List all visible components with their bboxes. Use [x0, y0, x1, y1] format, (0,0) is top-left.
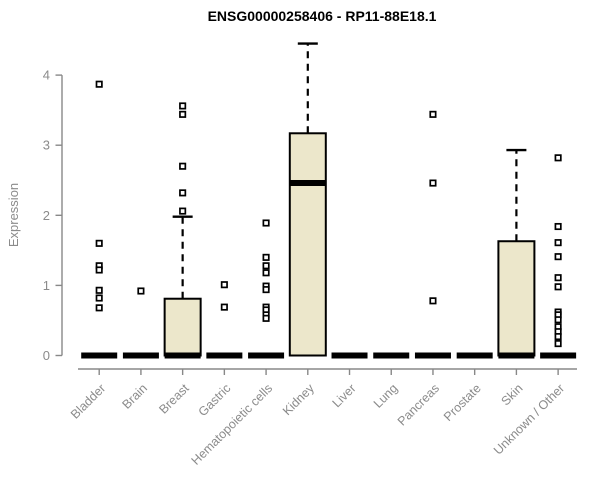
outlier-point-breast: [179, 207, 187, 215]
outlier-point-hematopoietic-cells: [262, 269, 270, 277]
outlier-point-unknown-other: [554, 239, 562, 247]
outlier-point-bladder: [95, 80, 103, 88]
outlier-point-gastric: [220, 303, 228, 311]
category-label-bladder: Bladder: [68, 381, 108, 421]
outlier-point-gastric: [220, 281, 228, 289]
outlier-point-bladder: [95, 266, 103, 274]
category-label-unknown-other: Unknown / Other: [491, 381, 567, 457]
outlier-point-unknown-other: [554, 340, 562, 348]
outlier-point-hematopoietic-cells: [262, 253, 270, 261]
outlier-point-pancreas: [429, 297, 437, 305]
outlier-point-bladder: [95, 286, 103, 294]
outlier-point-pancreas: [429, 110, 437, 118]
category-label-pancreas: Pancreas: [395, 381, 442, 428]
outlier-point-unknown-other: [554, 253, 562, 261]
outlier-point-unknown-other: [554, 316, 562, 324]
outlier-point-bladder: [95, 239, 103, 247]
y-tick-label: 1: [43, 278, 50, 293]
box-kidney: [288, 132, 327, 357]
box-skin: [497, 240, 536, 357]
outlier-point-breast: [179, 162, 187, 170]
category-label-gastric: Gastric: [196, 381, 234, 419]
outlier-point-bladder: [95, 304, 103, 312]
outlier-point-pancreas: [429, 179, 437, 187]
category-label-lung: Lung: [371, 381, 401, 411]
outlier-point-unknown-other: [554, 154, 562, 162]
outlier-point-bladder: [95, 294, 103, 302]
category-label-brain: Brain: [120, 381, 151, 412]
outlier-point-unknown-other: [554, 283, 562, 291]
box-breast: [163, 297, 202, 357]
outlier-point-unknown-other: [554, 274, 562, 282]
outlier-point-unknown-other: [554, 333, 562, 341]
outlier-point-breast: [179, 189, 187, 197]
outlier-point-brain: [137, 287, 145, 295]
category-label-prostate: Prostate: [441, 381, 484, 424]
category-label-kidney: Kidney: [280, 381, 317, 418]
outlier-point-hematopoietic-cells: [262, 314, 270, 322]
outlier-point-unknown-other: [554, 222, 562, 231]
y-tick-label: 3: [43, 138, 50, 153]
y-tick-label: 0: [43, 348, 50, 363]
outlier-point-hematopoietic-cells: [262, 286, 270, 294]
y-tick-label: 2: [43, 208, 50, 223]
category-label-skin: Skin: [498, 381, 525, 408]
outlier-point-hematopoietic-cells: [262, 262, 270, 270]
y-tick-label: 4: [43, 68, 50, 83]
outlier-point-breast: [179, 110, 187, 118]
category-label-liver: Liver: [330, 381, 359, 410]
outlier-point-hematopoietic-cells: [262, 219, 270, 227]
outlier-point-breast: [179, 102, 187, 110]
category-label-breast: Breast: [156, 381, 192, 417]
chart-title: ENSG00000258406 - RP11-88E18.1: [207, 8, 437, 24]
category-label-hematopoietic-cells: Hematopoietic cells: [189, 381, 276, 468]
